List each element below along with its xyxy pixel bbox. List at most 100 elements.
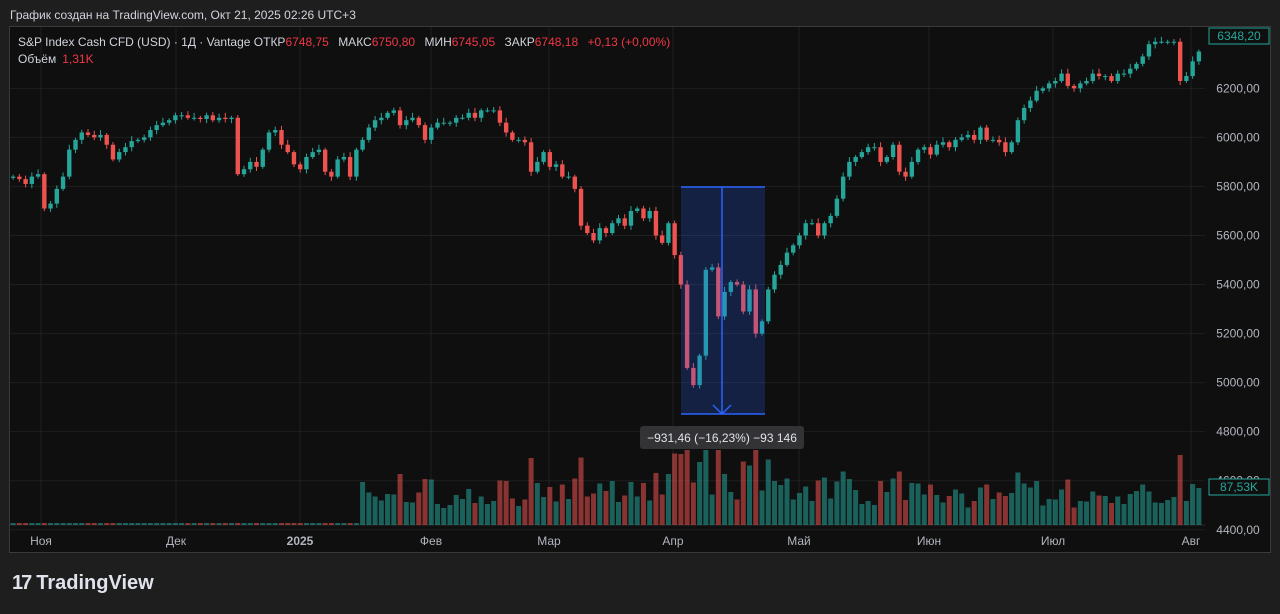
candle-body[interactable] [198,117,203,119]
candle-body[interactable] [104,134,109,145]
candle-body[interactable] [48,203,53,209]
candle-body[interactable] [422,125,428,140]
candle-body[interactable] [466,112,471,118]
candle-body[interactable] [984,127,989,140]
candle-body[interactable] [585,225,590,234]
candle-body[interactable] [216,117,222,121]
candle-body[interactable] [635,208,640,211]
candlestick-chart[interactable]: −931,46 (−16,23%) −93 146 Ноя Дек 2025 Фев М… [10,27,1270,552]
candle-body[interactable] [909,161,914,177]
candle-body[interactable] [1071,85,1077,89]
candle-body[interactable] [260,149,265,167]
candle-body[interactable] [254,161,259,167]
candle-body[interactable] [1103,76,1108,78]
candle-body[interactable] [759,321,765,334]
candle-body[interactable] [341,157,347,160]
candle-body[interactable] [160,122,166,126]
candle-body[interactable] [684,284,690,368]
candle-body[interactable] [940,142,946,145]
candle-body[interactable] [460,117,465,119]
candle-body[interactable] [816,223,821,236]
candle-body[interactable] [1065,73,1071,86]
candle-body[interactable] [803,223,808,236]
candle-body[interactable] [347,157,353,177]
candle-body[interactable] [1177,41,1183,81]
candle-body[interactable] [85,132,91,135]
candle-body[interactable] [98,134,103,138]
candle-body[interactable] [110,144,116,160]
candle-body[interactable] [566,176,571,178]
candle-body[interactable] [397,110,403,126]
candle-body[interactable] [435,122,440,128]
candle-body[interactable] [1196,51,1202,62]
candle-body[interactable] [1015,120,1021,143]
candle-body[interactable] [616,218,621,224]
candle-body[interactable] [478,110,484,118]
candle-body[interactable] [572,176,577,189]
candle-body[interactable] [266,132,272,150]
candle-body[interactable] [291,152,297,165]
candle-body[interactable] [516,139,521,141]
candle-body[interactable] [753,289,758,334]
candle-body[interactable] [653,210,659,236]
candle-body[interactable] [73,139,78,150]
candle-body[interactable] [828,215,833,224]
candle-body[interactable] [672,223,677,256]
candle-body[interactable] [678,255,684,285]
candle-body[interactable] [865,147,871,153]
candle-body[interactable] [1184,76,1189,81]
candle-body[interactable] [553,164,559,167]
candle-body[interactable] [354,149,359,177]
candle-body[interactable] [166,120,172,123]
candle-body[interactable] [853,157,858,162]
candle-body[interactable] [1090,73,1095,81]
candle-body[interactable] [890,144,896,158]
candle-body[interactable] [141,137,147,140]
candle-body[interactable] [229,117,234,119]
candle-body[interactable] [741,284,746,312]
candle-body[interactable] [1078,83,1083,89]
candle-body[interactable] [1165,41,1170,43]
candle-body[interactable] [497,110,503,123]
candle-body[interactable] [310,152,315,158]
candle-body[interactable] [822,223,827,236]
candle-body[interactable] [915,149,921,162]
candle-body[interactable] [1128,68,1133,74]
candle-body[interactable] [366,127,372,140]
candle-body[interactable] [872,147,877,149]
candle-body[interactable] [535,161,540,172]
candle-body[interactable] [17,176,22,180]
candle-body[interactable] [1115,73,1120,81]
candle-body[interactable] [379,117,384,121]
candle-body[interactable] [965,134,971,138]
candle-body[interactable] [1028,100,1033,108]
candle-body[interactable] [666,223,671,243]
candle-body[interactable] [510,132,515,140]
candle-body[interactable] [847,161,852,177]
candle-body[interactable] [67,149,72,177]
candle-body[interactable] [659,235,665,243]
candle-body[interactable] [204,115,209,119]
candle-body[interactable] [1021,107,1027,121]
candle-body[interactable] [1153,41,1158,45]
candle-body[interactable] [1040,88,1046,91]
candle-body[interactable] [241,169,247,175]
candle-body[interactable] [697,355,702,386]
candle-body[interactable] [123,147,128,153]
candle-body[interactable] [92,134,97,138]
candle-body[interactable] [322,149,328,172]
candle-body[interactable] [79,132,84,140]
candle-body[interactable] [734,282,740,285]
candle-body[interactable] [1190,61,1195,77]
candle-body[interactable] [978,127,983,140]
candle-body[interactable] [179,115,184,117]
candle-body[interactable] [884,157,890,162]
candle-body[interactable] [528,142,534,172]
candle-body[interactable] [728,282,734,292]
candle-body[interactable] [1146,44,1152,57]
candle-body[interactable] [691,367,696,386]
candle-body[interactable] [447,122,453,124]
candle-body[interactable] [709,267,715,270]
candle-body[interactable] [834,198,840,216]
candle-body[interactable] [35,174,41,177]
